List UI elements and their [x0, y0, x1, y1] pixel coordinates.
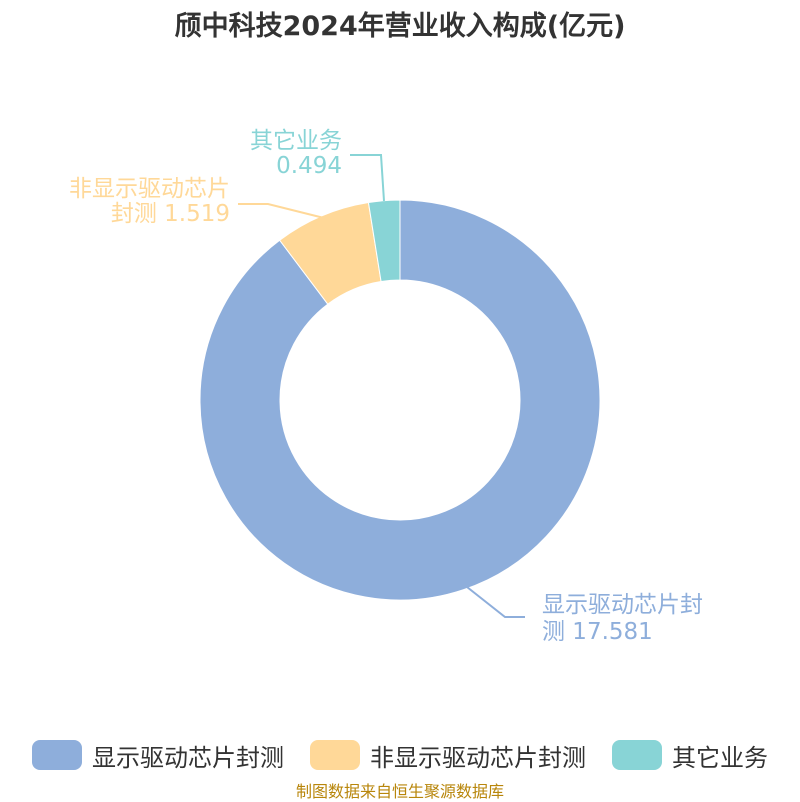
- slice-label-0-line-1: 测 17.581: [542, 619, 653, 645]
- chart-title: 颀中科技2024年营业收入构成(亿元): [174, 11, 626, 42]
- legend-label: 显示驱动芯片封测: [92, 743, 284, 772]
- leader-line-0: [466, 586, 525, 618]
- legend-label: 非显示驱动芯片封测: [370, 743, 586, 772]
- slice-label-2-line-0: 其它业务: [250, 128, 342, 154]
- leader-line-1: [238, 203, 325, 219]
- slice-label-1-line-0: 非显示驱动芯片: [69, 176, 230, 202]
- legend-swatch: [612, 740, 662, 770]
- legend-item-other-business[interactable]: 其它业务: [612, 738, 768, 773]
- legend-item-display-driver[interactable]: 显示驱动芯片封测: [32, 738, 284, 773]
- slice-label-2-line-1: 0.494: [276, 153, 342, 179]
- slice-label-1-line-1: 封测 1.519: [111, 201, 230, 227]
- source-note: 制图数据来自恒生聚源数据库: [295, 782, 504, 801]
- legend-label: 其它业务: [672, 743, 768, 772]
- legend-swatch: [32, 740, 82, 770]
- legend: 显示驱动芯片封测 非显示驱动芯片封测 其它业务: [0, 735, 800, 775]
- slice-label-0-line-0: 显示驱动芯片封: [542, 592, 703, 618]
- legend-item-non-display-driver[interactable]: 非显示驱动芯片封测: [310, 738, 586, 773]
- slice-2[interactable]: [367, 199, 401, 283]
- slice-0[interactable]: [199, 199, 601, 601]
- leader-line-2: [350, 154, 385, 202]
- legend-swatch: [310, 740, 360, 770]
